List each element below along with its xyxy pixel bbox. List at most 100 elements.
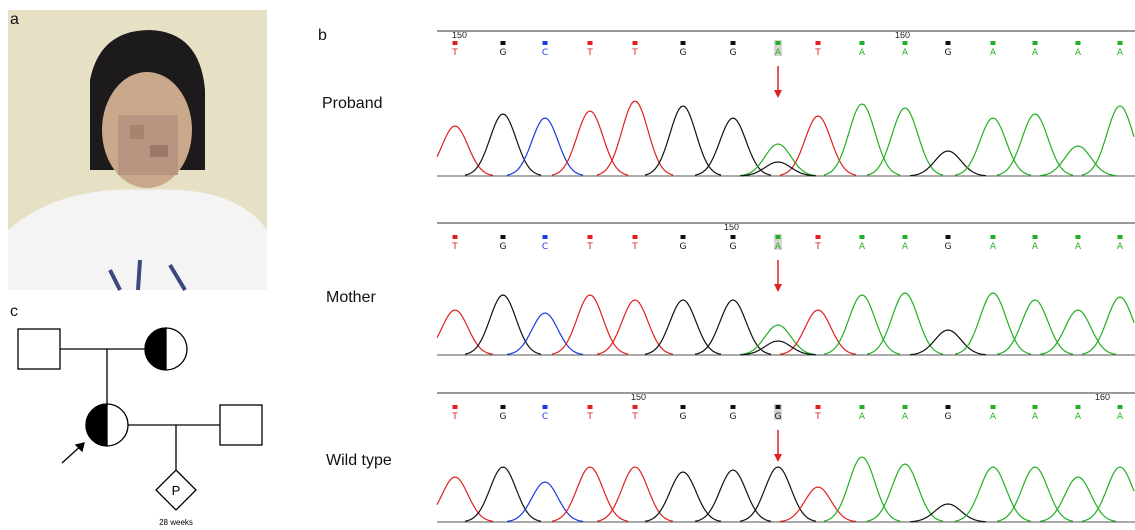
base-call: A <box>859 48 866 58</box>
trace-peak <box>644 471 722 522</box>
base-call: A <box>1075 242 1082 252</box>
base-marker <box>1075 235 1081 239</box>
base-call: G <box>775 412 782 422</box>
trace-peak <box>1081 105 1135 176</box>
base-marker <box>542 405 548 409</box>
base-call: A <box>1032 242 1039 252</box>
mutation-arrowhead <box>774 454 782 462</box>
panel-label: a <box>10 11 19 28</box>
variant-box <box>774 404 782 420</box>
base-marker <box>452 235 458 239</box>
base-marker <box>990 405 996 409</box>
trace-peak <box>954 292 1032 355</box>
trace-peak <box>996 466 1074 522</box>
track-header <box>437 222 1135 224</box>
base-marker <box>452 41 458 45</box>
base-call: G <box>945 412 952 422</box>
trace-peak <box>779 115 857 176</box>
base-marker <box>587 235 593 239</box>
track-label: Wild type <box>326 452 392 469</box>
base-marker <box>730 235 736 239</box>
trace-peak <box>644 299 722 355</box>
base-call: T <box>451 242 458 252</box>
trace-peak <box>551 466 629 522</box>
proband-symbol: P <box>172 483 181 498</box>
trace-peak <box>551 110 629 176</box>
base-call: A <box>1117 242 1124 252</box>
base-marker <box>859 405 865 409</box>
base-call: G <box>500 48 507 58</box>
base-call: T <box>586 412 593 422</box>
trace-peak <box>779 309 857 355</box>
base-marker <box>945 405 951 409</box>
base-marker <box>1032 235 1038 239</box>
base-call: A <box>1075 412 1082 422</box>
base-marker <box>680 405 686 409</box>
base-call: T <box>631 242 638 252</box>
trace-peak <box>596 100 674 176</box>
base-marker <box>1117 405 1123 409</box>
trace-peak <box>464 466 542 522</box>
base-marker <box>632 405 638 409</box>
trace-peak <box>551 294 629 355</box>
trace-peak <box>596 466 674 522</box>
base-marker <box>542 235 548 239</box>
position-number: 160 <box>895 30 910 40</box>
base-call: T <box>814 242 821 252</box>
trace-peak <box>1039 309 1117 355</box>
base-marker <box>587 405 593 409</box>
track-header <box>437 392 1135 394</box>
base-call: A <box>990 48 997 58</box>
base-marker <box>815 41 821 45</box>
base-call: G <box>730 412 737 422</box>
base-call: G <box>500 242 507 252</box>
base-call: G <box>945 48 952 58</box>
trace-peak <box>694 299 772 355</box>
base-marker <box>680 41 686 45</box>
base-marker <box>859 41 865 45</box>
track-label: Proband <box>322 95 383 112</box>
base-marker <box>730 405 736 409</box>
base-marker <box>1032 41 1038 45</box>
base-call: A <box>1075 48 1082 58</box>
base-marker <box>945 235 951 239</box>
base-call: A <box>902 242 909 252</box>
base-call: A <box>775 242 782 252</box>
base-marker <box>990 41 996 45</box>
trace-peak <box>436 125 494 176</box>
trace-peak <box>739 466 817 522</box>
variant-box <box>774 234 782 250</box>
track-label: Mother <box>326 289 376 306</box>
base-call: T <box>814 48 821 58</box>
trace-peak <box>694 117 772 176</box>
trace-peak <box>823 103 901 176</box>
trace-peak <box>506 481 584 522</box>
base-marker <box>859 235 865 239</box>
base-marker <box>632 41 638 45</box>
base-marker <box>587 41 593 45</box>
base-call: A <box>990 412 997 422</box>
trace-peak <box>954 466 1032 522</box>
base-call: A <box>1032 412 1039 422</box>
base-call: G <box>680 412 687 422</box>
base-call: C <box>542 412 548 422</box>
trace-peak <box>694 469 772 522</box>
base-call: T <box>631 48 638 58</box>
base-call: G <box>945 242 952 252</box>
trace-peak <box>996 113 1074 176</box>
position-number: 150 <box>724 222 739 232</box>
trace-peak <box>739 161 817 177</box>
trace-peak <box>909 503 987 523</box>
panel-label: b <box>318 27 327 44</box>
base-call: C <box>542 48 548 58</box>
base-marker <box>680 235 686 239</box>
trace-peak <box>823 456 901 522</box>
base-call: G <box>680 242 687 252</box>
trace-peak <box>506 117 584 176</box>
base-marker <box>815 405 821 409</box>
panel-label: c <box>10 303 18 320</box>
base-marker <box>1075 405 1081 409</box>
trace-peak <box>823 294 901 355</box>
mutation-arrowhead <box>774 90 782 98</box>
base-marker <box>775 41 781 45</box>
